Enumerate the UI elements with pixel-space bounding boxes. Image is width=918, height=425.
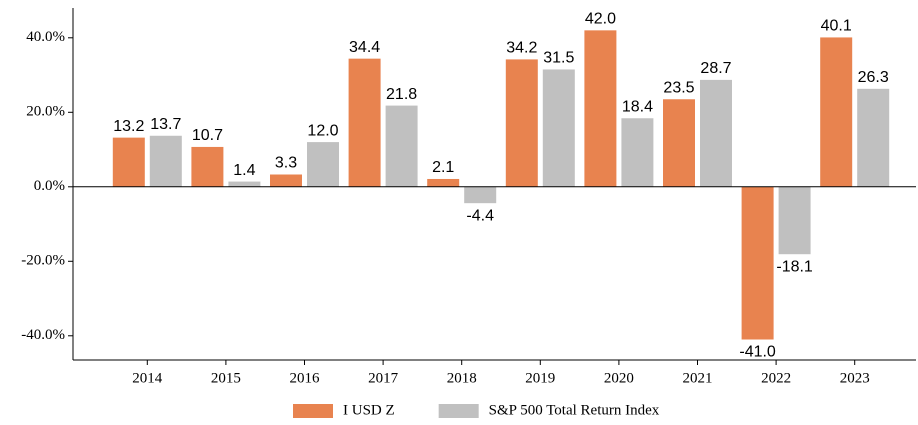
data-label: -18.1 [776, 258, 813, 275]
bar [542, 69, 575, 187]
data-label: 21.8 [386, 86, 417, 103]
data-label: 10.7 [192, 127, 223, 144]
x-tick-label: 2019 [525, 370, 555, 386]
legend-label: S&P 500 Total Return Index [489, 402, 660, 418]
y-tick-label: 0.0% [34, 178, 65, 194]
bar [464, 186, 497, 204]
bar [112, 137, 145, 187]
data-label: 40.1 [821, 18, 852, 35]
bar [307, 142, 339, 187]
bar [700, 79, 732, 187]
data-label: 34.4 [349, 39, 380, 56]
bar [348, 58, 381, 187]
y-tick-label: 20.0% [26, 104, 65, 120]
data-label: 13.7 [150, 116, 181, 133]
data-label: 28.7 [700, 60, 731, 77]
legend-swatch [438, 404, 479, 418]
legend-swatch [293, 404, 333, 418]
bar [385, 105, 418, 187]
data-label: 13.2 [113, 118, 144, 135]
data-label: -4.4 [466, 207, 494, 224]
data-label: 18.4 [622, 98, 653, 115]
data-label: 1.4 [233, 162, 255, 179]
bar [820, 37, 853, 187]
x-tick-label: 2017 [368, 370, 399, 386]
y-tick-label: 40.0% [26, 29, 65, 45]
legend-label: I USD Z [343, 402, 395, 418]
x-tick-label: 2023 [840, 370, 870, 386]
data-label: 26.3 [858, 69, 889, 86]
bar [621, 118, 654, 187]
data-label: 34.2 [506, 40, 537, 57]
data-label: -41.0 [739, 344, 776, 361]
bar [149, 135, 182, 187]
x-tick-label: 2018 [447, 370, 477, 386]
bar [741, 186, 774, 340]
x-tick-label: 2020 [604, 370, 634, 386]
bar [663, 99, 695, 187]
bar [191, 146, 224, 187]
data-label: 31.5 [543, 50, 574, 67]
y-tick-label: -40.0% [21, 327, 65, 343]
x-tick-label: 2016 [290, 370, 321, 386]
data-label: 23.5 [663, 79, 694, 96]
bar [857, 88, 890, 187]
bar [270, 174, 302, 187]
bar [228, 181, 261, 187]
bar [427, 178, 460, 187]
data-label: 2.1 [432, 159, 454, 176]
data-label: 42.0 [585, 11, 616, 28]
x-tick-label: 2014 [132, 370, 163, 386]
x-tick-label: 2015 [211, 370, 241, 386]
data-label: 12.0 [307, 122, 338, 139]
bar [778, 186, 811, 255]
bar [584, 30, 617, 187]
data-label: 3.3 [275, 155, 297, 172]
y-tick-label: -20.0% [21, 253, 65, 269]
x-tick-label: 2021 [683, 370, 713, 386]
bar [505, 59, 538, 187]
x-tick-label: 2022 [761, 370, 791, 386]
